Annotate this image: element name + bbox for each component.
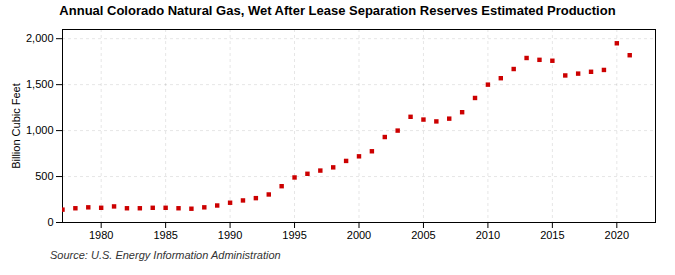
svg-text:2005: 2005 <box>411 229 435 241</box>
html-text:Annual Colorado Natural Gas, W: Annual Colorado Natural Gas, Wet After L… <box>59 3 616 18</box>
svg-text:1995: 1995 <box>282 229 306 241</box>
svg-text:1980: 1980 <box>89 229 113 241</box>
svg-text:1,000: 1,000 <box>26 124 54 136</box>
svg-text:2020: 2020 <box>605 229 629 241</box>
svg-text:1990: 1990 <box>218 229 242 241</box>
svg-text:2,000: 2,000 <box>26 32 54 44</box>
svg-text:1985: 1985 <box>153 229 177 241</box>
svg-text:500: 500 <box>35 170 53 182</box>
svg-text:Billion Cubic Feet: Billion Cubic Feet <box>10 83 22 169</box>
svg-text:2010: 2010 <box>476 229 500 241</box>
svg-text:2015: 2015 <box>540 229 564 241</box>
svg-text:1,500: 1,500 <box>26 78 54 90</box>
html-text:Source: U.S. Energy Informatio: Source: U.S. Energy Information Administ… <box>50 249 281 261</box>
svg-text:2000: 2000 <box>347 229 371 241</box>
svg-text:0: 0 <box>47 216 53 228</box>
